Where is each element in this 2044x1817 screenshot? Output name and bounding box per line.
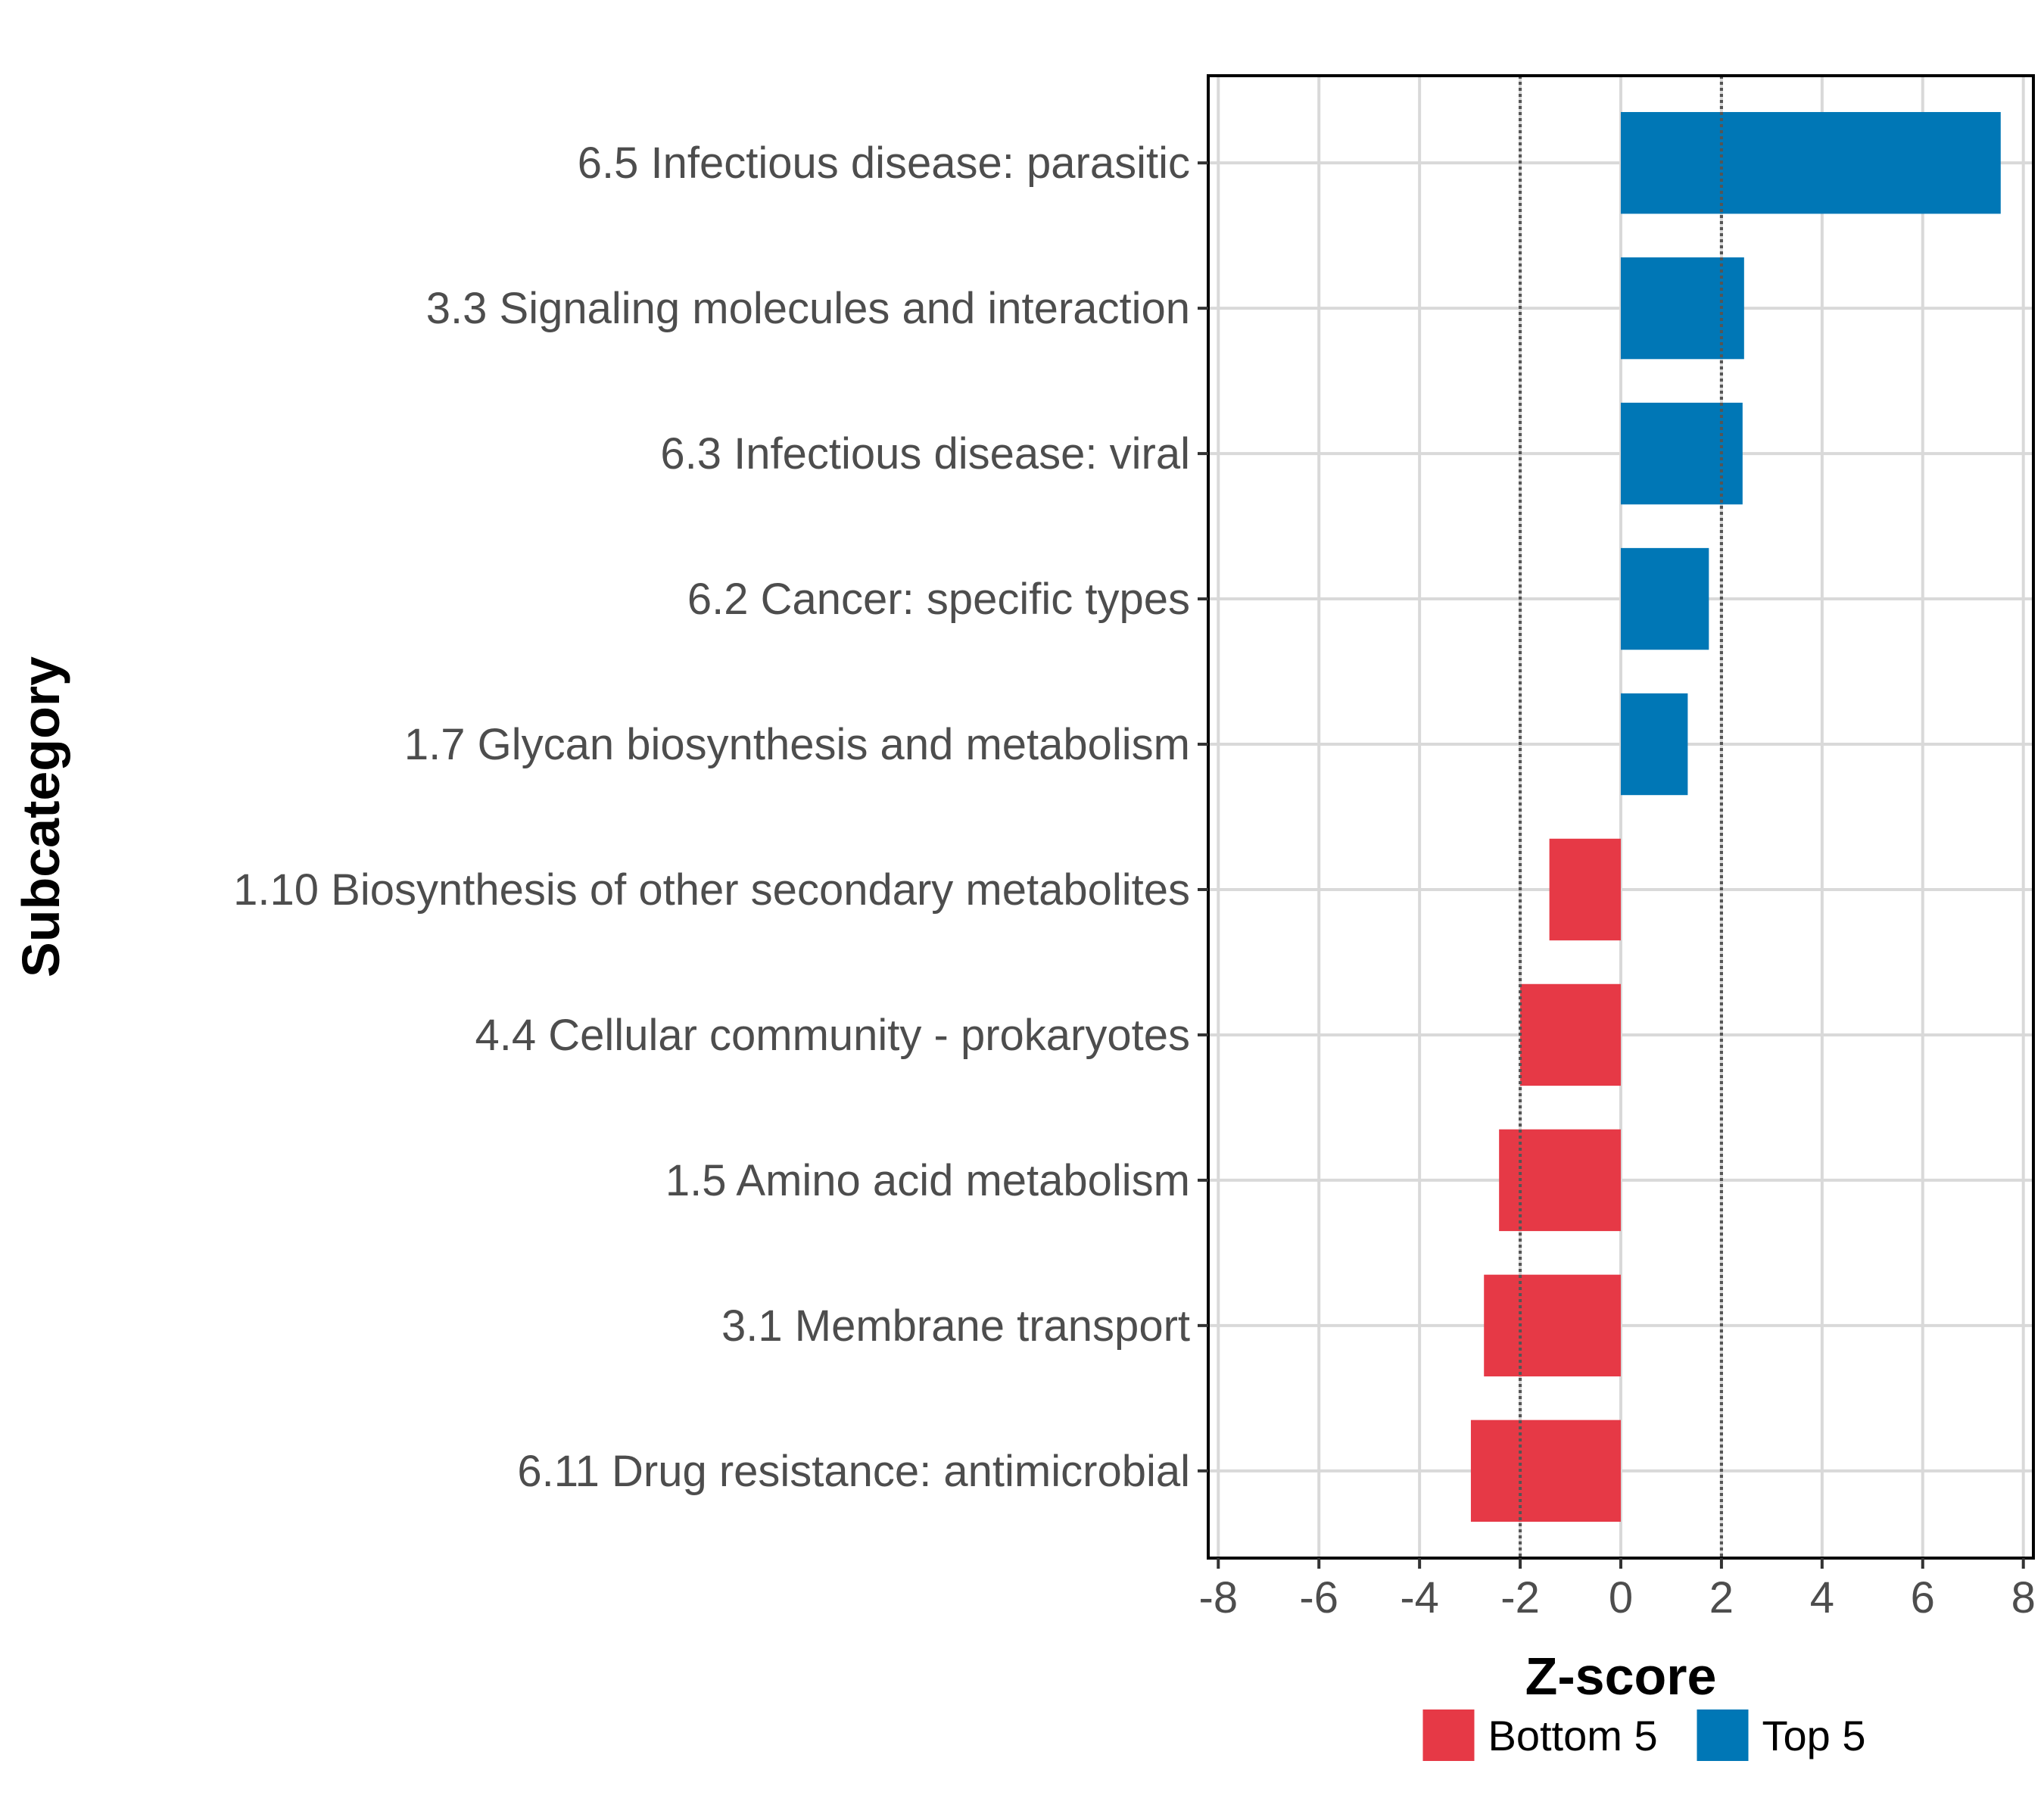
- y-tick-label: 6.3 Infectious disease: viral: [660, 429, 1190, 478]
- x-tick-label: -4: [1400, 1573, 1439, 1622]
- bar: [1621, 111, 2001, 214]
- y-tick-label: 6.5 Infectious disease: parasitic: [578, 139, 1190, 188]
- x-axis-title: Z-score: [1525, 1647, 1717, 1706]
- y-tick-label: 6.11 Drug resistance: antimicrobial: [517, 1447, 1190, 1496]
- bars: [1470, 76, 2001, 1558]
- y-tick-label: 6.2 Cancer: specific types: [687, 575, 1190, 624]
- x-tick-label: 0: [1609, 1573, 1633, 1622]
- legend-label: Bottom 5: [1488, 1712, 1658, 1759]
- x-tick-label: 8: [2011, 1573, 2036, 1622]
- bar: [1621, 402, 1743, 505]
- bar: [1499, 1129, 1621, 1232]
- legend: Bottom 5 Top 5: [1422, 1709, 1866, 1761]
- y-tick-label: 3.3 Signaling molecules and interaction: [426, 284, 1190, 333]
- y-axis-ticks: 6.5 Infectious disease: parasitic 3.3 Sig…: [233, 139, 1208, 1496]
- x-tick-label: -8: [1199, 1573, 1239, 1622]
- bar: [1520, 983, 1621, 1086]
- x-tick-label: -2: [1500, 1573, 1540, 1622]
- y-tick-label: 3.1 Membrane transport: [721, 1301, 1190, 1351]
- x-tick-label: 6: [1911, 1573, 1935, 1622]
- bar: [1621, 693, 1688, 796]
- bar: [1621, 257, 1744, 360]
- y-tick-label: 1.5 Amino acid metabolism: [665, 1156, 1190, 1205]
- legend-swatch: [1422, 1709, 1475, 1761]
- bar: [1470, 1420, 1621, 1522]
- x-tick-label: 2: [1709, 1573, 1734, 1622]
- x-tick-label: 4: [1810, 1573, 1834, 1622]
- bar: [1621, 547, 1709, 650]
- x-tick-label: -6: [1299, 1573, 1338, 1622]
- y-tick-label: 1.10 Biosynthesis of other secondary met…: [233, 865, 1190, 915]
- x-axis-ticks: -8 -6 -4 -2 0 2 4 6 8: [1199, 1558, 2036, 1622]
- bar: [1549, 838, 1621, 941]
- y-axis-title: Subcategory: [11, 656, 70, 977]
- y-tick-label: 4.4 Cellular community - prokaryotes: [475, 1011, 1190, 1060]
- bar: [1484, 1274, 1621, 1377]
- legend-swatch: [1697, 1709, 1749, 1761]
- legend-label: Top 5: [1762, 1712, 1866, 1759]
- y-tick-label: 1.7 Glycan biosynthesis and metabolism: [404, 720, 1190, 769]
